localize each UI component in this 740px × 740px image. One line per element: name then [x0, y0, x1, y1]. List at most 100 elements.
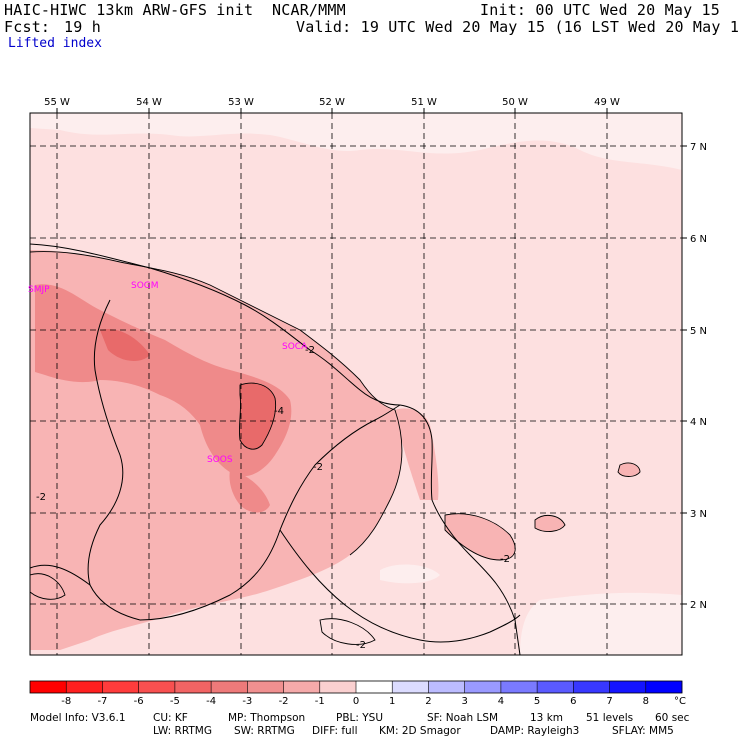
- colorbar-tick-label: 1: [389, 696, 395, 707]
- footer-levels: 51 levels: [586, 712, 634, 724]
- lat-label: 3 N: [690, 509, 707, 520]
- li-fill-near-zero-north: [30, 113, 682, 170]
- colorbar-tick-label: -3: [242, 696, 252, 707]
- border-suriname-south: [139, 404, 401, 621]
- colorbar-unit: °C: [674, 696, 686, 707]
- footer-cu: CU: KF: [153, 712, 188, 724]
- colorbar-tick-label: -4: [206, 696, 216, 707]
- lon-label: 50 W: [502, 97, 528, 108]
- coastline: [29, 243, 521, 656]
- footer-sf: SF: Noah LSM: [427, 712, 499, 724]
- forecast-label: Fcst:: [4, 18, 51, 36]
- map-fill-layer: [30, 113, 682, 655]
- colorbar-tick-label: 3: [461, 696, 467, 707]
- lat-label: 2 N: [690, 600, 707, 611]
- li-fill-minus3-core: [35, 284, 292, 477]
- map-frame: [29, 112, 683, 656]
- colorbar-swatch: [609, 681, 647, 693]
- footer-mp: MP: Thompson: [228, 712, 306, 724]
- station-label: SOCA: [282, 342, 308, 352]
- frame-ticks: [56, 108, 687, 605]
- li-fill-near-zero-southeast: [520, 592, 682, 655]
- footer-sw: SW: RRTMG: [234, 725, 295, 737]
- colorbar-tick-label: 7: [606, 696, 612, 707]
- colorbar-tick-label: -1: [315, 696, 325, 707]
- colorbar-tick-label: 6: [570, 696, 576, 707]
- li-fill-minus4-core: [239, 383, 276, 450]
- contour-label: -4: [274, 406, 284, 417]
- lon-label: 49 W: [594, 97, 620, 108]
- colorbar-tick-label: -6: [134, 696, 144, 707]
- colorbar-swatch: [537, 681, 574, 693]
- contour-minus2-spot: [534, 514, 566, 532]
- forecast-hour: 19 h: [64, 18, 101, 36]
- valid-time: Valid: 19 UTC Wed 20 May 15 (16 LST Wed …: [296, 18, 740, 36]
- footer-lw: LW: RRTMG: [153, 725, 212, 737]
- field-name: Lifted index: [8, 36, 102, 51]
- footer-pbl: PBL: YSU: [336, 712, 384, 724]
- colorbar-swatch: [356, 681, 393, 693]
- colorbar-tick-label: -5: [170, 696, 180, 707]
- border-suriname-west: [87, 299, 141, 621]
- colorbar-swatch: [283, 681, 321, 693]
- contour-value-labels: -2 -4 -2 -2 -2 -2: [36, 345, 510, 651]
- colorbar-swatch: [319, 681, 357, 693]
- li-fill-minus4-west: [100, 329, 150, 362]
- lat-lon-grid: [30, 113, 682, 655]
- colorbar-swatch: [645, 681, 683, 693]
- colorbar-swatch: [464, 681, 502, 693]
- li-fill-minus2-guiana: [395, 408, 439, 500]
- lat-label: 6 N: [690, 234, 707, 245]
- li-fill-minus3-south: [229, 470, 270, 513]
- footer-model-info: Model Info: V3.6.1: [30, 712, 126, 724]
- contour-label: -2: [36, 492, 46, 503]
- border-sw: [29, 564, 91, 586]
- contour-minus2-main: [30, 251, 403, 556]
- station-label: SOOS: [207, 455, 233, 465]
- contour-label: -2: [356, 640, 366, 651]
- footer-damp: DAMP: Rayleigh3: [490, 725, 580, 737]
- init-time: Init: 00 UTC Wed 20 May 15: [480, 1, 720, 19]
- footer-sflay: SFLAY: MM5: [612, 725, 674, 737]
- lat-label: 7 N: [690, 142, 707, 153]
- latitude-labels: 7 N 6 N 5 N 4 N 3 N 2 N: [690, 142, 707, 611]
- colorbar: -8 -7 -6 -5 -4 -3 -2 -1 0 1 2 3 4 5 6 7 8 °C: [29, 680, 686, 707]
- station-label: SMJP: [28, 285, 50, 295]
- colorbar-tick-label: 5: [534, 696, 540, 707]
- longitude-labels: 55 W 54 W 53 W 52 W 51 W 50 W 49 W: [44, 97, 620, 108]
- colorbar-swatch: [211, 681, 248, 693]
- country-borders: [29, 243, 521, 656]
- footer-timestep: 60 sec: [655, 712, 690, 724]
- colorbar-swatch: [66, 681, 103, 693]
- lon-label: 53 W: [228, 97, 254, 108]
- border-guiana-south: [279, 529, 521, 643]
- colorbar-tick-label: 2: [425, 696, 431, 707]
- contour-label: -2: [313, 462, 323, 473]
- station-labels: SMJP SOGM SOCA SOOS: [28, 281, 308, 465]
- li-fill-minus2-spot: [535, 515, 565, 532]
- lat-label: 5 N: [690, 326, 707, 337]
- footer-resolution: 13 km: [530, 712, 564, 724]
- contour-minus4: [238, 382, 277, 450]
- colorbar-tick-label: -8: [61, 696, 71, 707]
- contour-minus2-sw: [30, 573, 66, 600]
- contour-minus2-spot2: [617, 462, 641, 477]
- colorbar-tick-label: -7: [97, 696, 107, 707]
- colorbar-tick-label: 4: [498, 696, 504, 707]
- colorbar-swatch: [392, 681, 429, 693]
- station-label: SOGM: [131, 281, 159, 291]
- lon-label: 52 W: [319, 97, 345, 108]
- org-label: NCAR/MMM: [272, 1, 346, 19]
- lon-label: 54 W: [136, 97, 162, 108]
- colorbar-swatch: [500, 681, 538, 693]
- colorbar-tick-label: 0: [353, 696, 359, 707]
- li-fill-near-zero-spot: [380, 564, 440, 584]
- colorbar-swatch: [247, 681, 284, 693]
- colorbar-swatch: [102, 681, 139, 693]
- colorbar-swatch: [573, 681, 610, 693]
- footer-diff: DIFF: full: [312, 725, 358, 737]
- model-title: HAIC-HIWC 13km ARW-GFS init: [4, 1, 254, 19]
- lon-label: 51 W: [411, 97, 437, 108]
- li-fill-minus2-spot2: [618, 462, 640, 477]
